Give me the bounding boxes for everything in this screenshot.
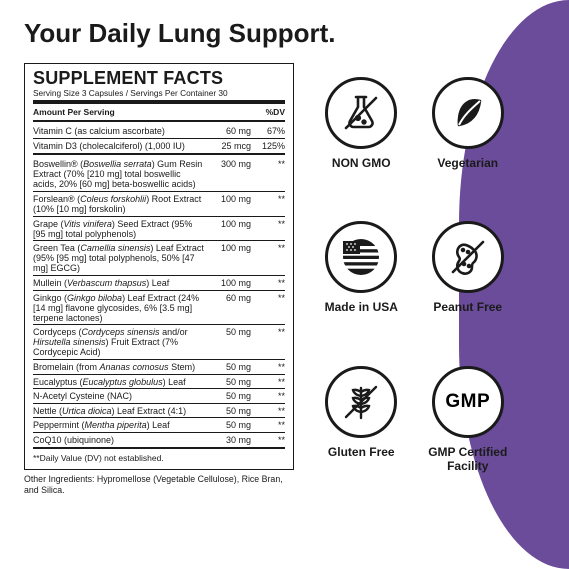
ingredient-name: CoQ10 (ubiquinone): [33, 435, 209, 445]
table-row: Eucalyptus (Eucalyptus globulus) Leaf50 …: [33, 374, 285, 389]
table-row: Nettle (Urtica dioica) Leaf Extract (4:1…: [33, 403, 285, 418]
table-row: Vitamin C (as calcium ascorbate)60 mg67%: [33, 124, 285, 138]
ingredient-amount: 50 mg: [209, 362, 251, 372]
ingredient-dv: **: [251, 362, 285, 372]
ingredient-name: Vitamin D3 (cholecalciferol) (1,000 IU): [33, 141, 209, 151]
badge-label: GMP Certified Facility: [427, 445, 510, 474]
header-amount: Amount Per Serving: [33, 107, 241, 117]
table-row: N-Acetyl Cysteine (NAC)50 mg**: [33, 388, 285, 403]
rule: [33, 153, 285, 155]
badges-grid: NON GMO Vegetarian Made in USA Peanut Fr…: [320, 63, 549, 496]
ingredient-amount: 50 mg: [209, 391, 251, 401]
table-row: Cordyceps (Cordyceps sinensis and/or Hir…: [33, 324, 285, 359]
rule: [33, 447, 285, 449]
gmp-text: GMP: [445, 391, 490, 413]
table-row: Boswellin® (Boswellia serrata) Gum Resin…: [33, 157, 285, 191]
flask-slash-icon: [325, 77, 397, 149]
ingredient-dv: 67%: [251, 126, 285, 136]
ingredient-dv: **: [251, 420, 285, 430]
section-vitamins: Vitamin C (as calcium ascorbate)60 mg67%…: [33, 124, 285, 152]
badge-made-usa: Made in USA: [320, 221, 403, 337]
ingredient-name: Ginkgo (Ginkgo biloba) Leaf Extract (24%…: [33, 293, 209, 323]
wheat-slash-icon: [325, 366, 397, 438]
ingredient-dv: **: [251, 406, 285, 416]
ingredient-amount: 100 mg: [209, 194, 251, 214]
header-dv: %DV: [241, 107, 285, 117]
ingredient-amount: 50 mg: [209, 327, 251, 357]
page-title: Your Daily Lung Support.: [24, 18, 549, 49]
badge-non-gmo: NON GMO: [320, 77, 403, 193]
table-row: Forslean® (Coleus forskohlii) Root Extra…: [33, 191, 285, 216]
ingredient-name: Bromelain (from Ananas comosus Stem): [33, 362, 209, 372]
ingredient-amount: 300 mg: [209, 159, 251, 189]
ingredient-dv: **: [251, 243, 285, 273]
ingredient-name: Nettle (Urtica dioica) Leaf Extract (4:1…: [33, 406, 209, 416]
ingredient-amount: 50 mg: [209, 406, 251, 416]
ingredient-dv: 125%: [251, 141, 285, 151]
usa-flag-icon: [325, 221, 397, 293]
ingredient-amount: 100 mg: [209, 278, 251, 288]
ingredient-amount: 50 mg: [209, 377, 251, 387]
ingredient-dv: **: [251, 159, 285, 189]
facts-column: SUPPLEMENT FACTS Serving Size 3 Capsules…: [24, 63, 294, 496]
table-row: Vitamin D3 (cholecalciferol) (1,000 IU)2…: [33, 138, 285, 153]
ingredient-amount: 50 mg: [209, 420, 251, 430]
ingredient-name: Cordyceps (Cordyceps sinensis and/or Hir…: [33, 327, 209, 357]
peanut-slash-icon: [432, 221, 504, 293]
badge-label: Gluten Free: [328, 445, 395, 459]
table-row: Mullein (Verbascum thapsus) Leaf100 mg**: [33, 275, 285, 290]
ingredient-dv: **: [251, 377, 285, 387]
ingredient-name: Eucalyptus (Eucalyptus globulus) Leaf: [33, 377, 209, 387]
table-row: CoQ10 (ubiquinone)30 mg**: [33, 432, 285, 447]
ingredient-amount: 30 mg: [209, 435, 251, 445]
ingredient-dv: **: [251, 194, 285, 214]
badge-label: Vegetarian: [437, 156, 498, 170]
badge-label: Made in USA: [325, 300, 398, 314]
rule: [33, 100, 285, 104]
ingredient-dv: **: [251, 278, 285, 288]
panel-heading: SUPPLEMENT FACTS: [33, 69, 285, 87]
ingredient-dv: **: [251, 435, 285, 445]
ingredient-dv: **: [251, 293, 285, 323]
badge-gluten-free: Gluten Free: [320, 366, 403, 497]
table-header: Amount Per Serving %DV: [33, 106, 285, 119]
ingredient-name: Mullein (Verbascum thapsus) Leaf: [33, 278, 209, 288]
dv-footnote: **Daily Value (DV) not established.: [33, 451, 285, 464]
supplement-facts-panel: SUPPLEMENT FACTS Serving Size 3 Capsules…: [24, 63, 294, 470]
ingredient-amount: 100 mg: [209, 243, 251, 273]
table-row: Peppermint (Mentha piperita) Leaf50 mg**: [33, 417, 285, 432]
ingredient-name: Vitamin C (as calcium ascorbate): [33, 126, 209, 136]
ingredient-name: Boswellin® (Boswellia serrata) Gum Resin…: [33, 159, 209, 189]
gmp-icon: GMP: [432, 366, 504, 438]
ingredient-name: N-Acetyl Cysteine (NAC): [33, 391, 209, 401]
ingredient-dv: **: [251, 391, 285, 401]
rule: [33, 120, 285, 122]
ingredient-dv: **: [251, 327, 285, 357]
ingredient-amount: 100 mg: [209, 219, 251, 239]
table-row: Ginkgo (Ginkgo biloba) Leaf Extract (24%…: [33, 290, 285, 325]
section-herbals: Boswellin® (Boswellia serrata) Gum Resin…: [33, 157, 285, 446]
badge-label: NON GMO: [332, 156, 391, 170]
ingredient-name: Green Tea (Camellia sinensis) Leaf Extra…: [33, 243, 209, 273]
badge-vegetarian: Vegetarian: [427, 77, 510, 193]
serving-info: Serving Size 3 Capsules / Servings Per C…: [33, 88, 285, 98]
table-row: Green Tea (Camellia sinensis) Leaf Extra…: [33, 240, 285, 275]
ingredient-dv: **: [251, 219, 285, 239]
table-row: Bromelain (from Ananas comosus Stem)50 m…: [33, 359, 285, 374]
ingredient-amount: 60 mg: [209, 293, 251, 323]
page: Your Daily Lung Support. SUPPLEMENT FACT…: [0, 0, 569, 506]
badge-gmp: GMP GMP Certified Facility: [427, 366, 510, 497]
table-row: Grape (Vitis vinifera) Seed Extract (95%…: [33, 216, 285, 241]
badge-label: Peanut Free: [433, 300, 502, 314]
other-ingredients: Other Ingredients: Hypromellose (Vegetab…: [24, 474, 294, 496]
leaf-icon: [432, 77, 504, 149]
content-row: SUPPLEMENT FACTS Serving Size 3 Capsules…: [24, 63, 549, 496]
ingredient-amount: 60 mg: [209, 126, 251, 136]
badge-peanut-free: Peanut Free: [427, 221, 510, 337]
ingredient-name: Forslean® (Coleus forskohlii) Root Extra…: [33, 194, 209, 214]
ingredient-name: Peppermint (Mentha piperita) Leaf: [33, 420, 209, 430]
ingredient-name: Grape (Vitis vinifera) Seed Extract (95%…: [33, 219, 209, 239]
ingredient-amount: 25 mcg: [209, 141, 251, 151]
